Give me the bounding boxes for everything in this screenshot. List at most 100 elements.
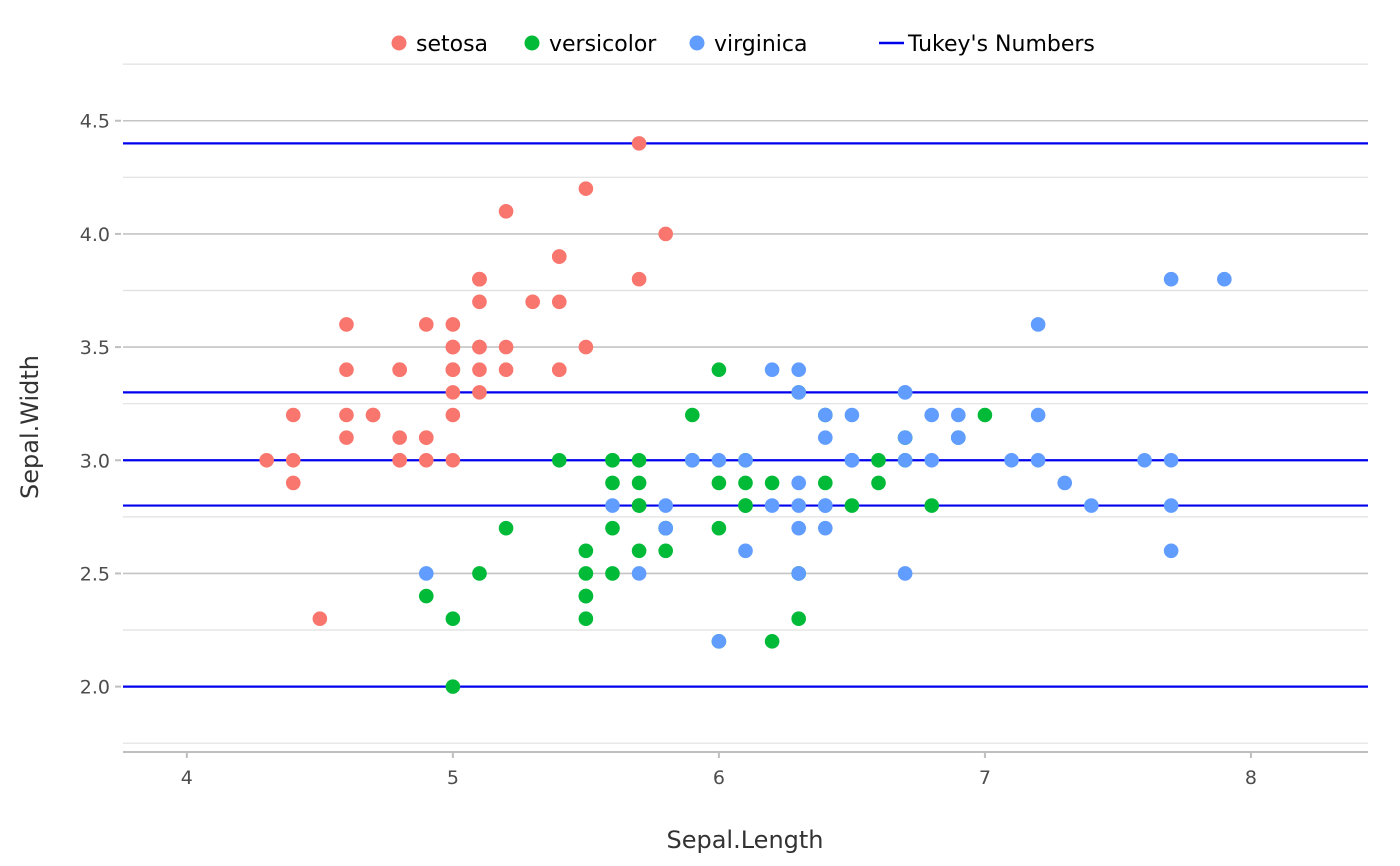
point-versicolor	[551, 452, 567, 468]
point-virginica	[738, 543, 753, 559]
point-virginica	[1217, 271, 1232, 287]
point-virginica	[818, 498, 833, 513]
point-setosa	[472, 271, 487, 287]
point-versicolor	[791, 611, 807, 627]
point-versicolor	[684, 407, 700, 423]
point-virginica	[791, 520, 807, 536]
point-setosa	[339, 317, 354, 332]
point-versicolor	[631, 452, 647, 468]
point-setosa	[285, 407, 301, 423]
x-tick-label: 4	[181, 767, 193, 789]
point-virginica	[1030, 407, 1046, 423]
point-setosa	[418, 317, 434, 332]
point-versicolor	[605, 566, 620, 581]
point-virginica	[818, 407, 833, 423]
point-setosa	[631, 271, 647, 287]
point-virginica	[791, 362, 807, 378]
point-virginica	[818, 430, 833, 445]
point-versicolor	[445, 611, 461, 627]
point-virginica	[897, 430, 913, 445]
point-setosa	[392, 430, 407, 445]
point-setosa	[525, 294, 540, 310]
y-tick-label: 2.0	[80, 677, 110, 699]
point-virginica	[1030, 452, 1046, 468]
legend-marker-setosa	[391, 35, 407, 51]
point-virginica	[738, 452, 753, 468]
x-tick-label: 7	[979, 767, 991, 789]
point-virginica	[658, 520, 673, 536]
point-setosa	[285, 452, 301, 468]
y-tick-label: 3.5	[80, 337, 110, 359]
point-setosa	[498, 339, 514, 355]
point-virginica	[418, 566, 434, 581]
point-setosa	[312, 611, 328, 627]
point-setosa	[578, 339, 594, 355]
point-versicolor	[764, 475, 780, 491]
point-versicolor	[578, 566, 594, 581]
point-virginica	[951, 407, 966, 423]
point-setosa	[339, 430, 354, 445]
point-virginica	[631, 566, 647, 581]
x-axis-title: Sepal.Length	[666, 826, 823, 854]
point-virginica	[951, 430, 966, 445]
point-setosa	[472, 362, 487, 378]
point-setosa	[472, 339, 487, 355]
point-virginica	[1163, 271, 1179, 287]
point-versicolor	[578, 543, 594, 559]
point-virginica	[764, 498, 780, 513]
point-virginica	[897, 566, 913, 581]
point-versicolor	[711, 520, 727, 536]
point-versicolor	[445, 679, 461, 694]
point-setosa	[445, 317, 461, 332]
point-virginica	[1163, 543, 1179, 559]
tukey-lines	[123, 142, 1368, 688]
point-versicolor	[418, 588, 434, 604]
point-versicolor	[578, 611, 594, 627]
legend-label-virginica: virginica	[714, 32, 808, 57]
point-virginica	[711, 452, 727, 468]
legend-marker-virginica	[689, 35, 705, 51]
point-versicolor	[871, 475, 886, 491]
data-points	[259, 136, 1232, 694]
point-versicolor	[605, 520, 620, 536]
point-setosa	[631, 136, 647, 151]
point-setosa	[418, 452, 434, 468]
grid-lines	[123, 63, 1368, 744]
point-virginica	[1004, 452, 1019, 468]
point-virginica	[791, 475, 807, 491]
point-setosa	[339, 407, 354, 423]
point-versicolor	[498, 520, 514, 536]
point-setosa	[658, 226, 673, 242]
point-virginica	[818, 520, 833, 536]
point-versicolor	[472, 566, 487, 581]
legend-label-versicolor: versicolor	[549, 32, 657, 57]
point-virginica	[1057, 475, 1073, 491]
point-setosa	[551, 249, 567, 264]
x-axis-ticks: 4 5 6 7 8	[181, 752, 1257, 789]
point-versicolor	[605, 452, 620, 468]
point-versicolor	[924, 498, 940, 513]
y-tick-label: 4.5	[80, 111, 110, 133]
point-setosa	[578, 181, 594, 196]
y-axis-title: Sepal.Width	[16, 355, 44, 499]
point-virginica	[791, 498, 807, 513]
legend-label-setosa: setosa	[416, 32, 488, 57]
point-setosa	[285, 475, 301, 491]
point-versicolor	[631, 475, 647, 491]
point-virginica	[1163, 452, 1179, 468]
point-virginica	[684, 452, 700, 468]
y-tick-label: 4.0	[80, 224, 110, 246]
point-virginica	[605, 498, 620, 513]
point-versicolor	[738, 475, 753, 491]
x-tick-label: 5	[447, 767, 459, 789]
point-setosa	[365, 407, 381, 423]
point-virginica	[764, 362, 780, 378]
point-versicolor	[818, 475, 833, 491]
point-setosa	[551, 294, 567, 310]
point-setosa	[445, 362, 461, 378]
point-versicolor	[844, 498, 860, 513]
x-tick-label: 6	[713, 767, 725, 789]
point-versicolor	[658, 543, 673, 559]
y-tick-label: 2.5	[80, 563, 110, 585]
